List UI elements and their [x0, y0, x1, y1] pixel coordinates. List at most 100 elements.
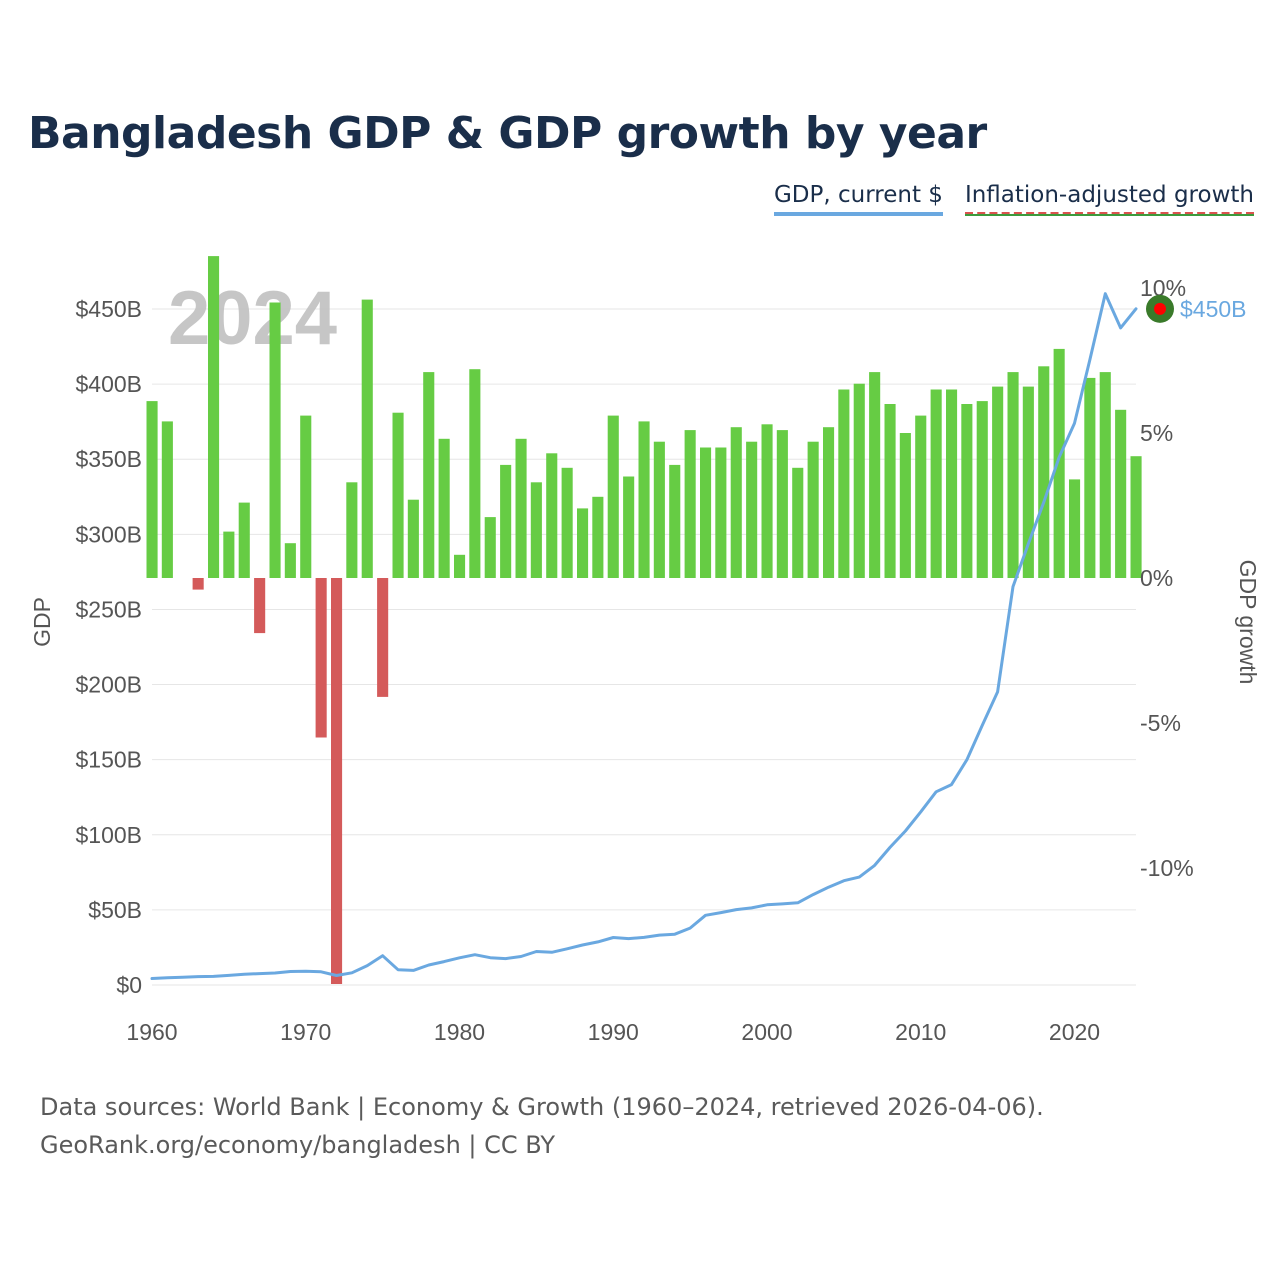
left-tick-label: $100B	[75, 822, 142, 848]
growth-bar	[715, 447, 727, 578]
growth-bars	[146, 256, 1142, 984]
y-axis-label-left: GDP	[29, 597, 55, 647]
gdp-line	[150, 292, 1138, 980]
chart-title: Bangladesh GDP & GDP growth by year	[28, 108, 987, 159]
source-link[interactable]: GeoRank.org/economy/bangladesh | CC BY	[40, 1131, 556, 1159]
right-tick-label: -10%	[1140, 855, 1194, 881]
growth-bar	[653, 441, 665, 578]
growth-bar	[1130, 456, 1142, 578]
growth-bar	[1038, 366, 1050, 578]
growth-bar	[761, 424, 773, 578]
legend-item-gdp[interactable]: GDP, current $	[773, 182, 943, 216]
growth-bar	[1069, 479, 1081, 578]
left-tick-label: $300B	[75, 521, 142, 547]
growth-bar	[792, 467, 804, 578]
growth-bar	[469, 369, 481, 578]
growth-bar	[500, 464, 512, 578]
growth-bar	[823, 427, 835, 578]
growth-bar	[669, 464, 681, 578]
growth-bar	[730, 427, 742, 578]
growth-bar	[746, 441, 758, 578]
growth-bar	[223, 531, 235, 578]
growth-bar	[992, 386, 1004, 578]
growth-bar	[946, 389, 958, 578]
x-tick-label: 2010	[895, 1019, 946, 1045]
growth-bar	[1099, 372, 1111, 578]
growth-bar	[407, 499, 419, 578]
right-axis: 10%5%0%-5%-10%	[1140, 275, 1194, 881]
growth-bar	[361, 299, 373, 578]
x-tick-label: 1970	[280, 1019, 331, 1045]
left-tick-label: $0	[116, 972, 142, 998]
source-line: Data sources: World Bank | Economy & Gro…	[40, 1093, 1044, 1121]
left-axis: $0 $50B $100B $150B $200B $250B $300B $350B $400…	[75, 296, 142, 998]
x-tick-label: 2020	[1049, 1019, 1100, 1045]
growth-bar	[838, 389, 850, 578]
growth-bar	[930, 389, 942, 578]
growth-bar	[869, 372, 881, 578]
growth-bar	[607, 415, 619, 578]
left-tick-label: $450B	[75, 296, 142, 322]
left-tick-label: $250B	[75, 596, 142, 622]
gridlines	[152, 308, 1136, 986]
growth-bar	[346, 482, 358, 578]
growth-bar	[254, 578, 266, 634]
right-tick-label: -5%	[1140, 710, 1181, 736]
growth-bar	[192, 578, 204, 590]
latest-value-label: $450B	[1180, 296, 1247, 322]
x-tick-label: 1960	[126, 1019, 177, 1045]
growth-bar	[1022, 386, 1034, 578]
x-tick-label: 1980	[434, 1019, 485, 1045]
growth-bar	[392, 412, 404, 578]
left-tick-label: $200B	[75, 672, 142, 698]
x-tick-label: 1990	[588, 1019, 639, 1045]
growth-bar	[454, 554, 466, 578]
growth-bar	[1053, 348, 1065, 578]
latest-point-dot	[1154, 302, 1166, 315]
growth-bar	[807, 441, 819, 578]
growth-bar	[776, 430, 788, 578]
growth-bar	[438, 438, 450, 578]
x-tick-label: 2000	[741, 1019, 792, 1045]
growth-bar	[146, 401, 158, 578]
left-tick-label: $150B	[75, 747, 142, 773]
growth-bar	[1084, 377, 1096, 578]
x-axis: 1960 1970 1980 1990 2000 2010 2020	[126, 1019, 1100, 1045]
growth-bar	[700, 447, 712, 578]
growth-bar	[899, 433, 911, 578]
growth-bar	[331, 578, 343, 984]
growth-bar	[961, 404, 973, 578]
growth-bar	[1007, 372, 1019, 578]
growth-bar	[638, 421, 650, 578]
growth-bar	[684, 430, 696, 578]
left-tick-label: $50B	[88, 897, 142, 923]
legend-item-growth[interactable]: Inflation-adjusted growth	[964, 182, 1255, 216]
growth-bar	[315, 578, 327, 738]
y-axis-label-right: GDP growth	[1235, 560, 1261, 685]
right-tick-label: 5%	[1140, 420, 1173, 446]
growth-bar	[484, 517, 496, 578]
growth-bar	[269, 302, 281, 578]
growth-bar	[853, 383, 865, 578]
growth-bar	[515, 438, 527, 578]
growth-bar	[577, 508, 589, 578]
growth-bar	[284, 543, 296, 578]
right-tick-label: 0%	[1140, 565, 1173, 591]
growth-bar	[377, 578, 389, 697]
growth-bar	[592, 496, 604, 578]
growth-bar	[238, 502, 250, 578]
growth-bar	[915, 415, 927, 578]
growth-bar	[976, 401, 988, 578]
source-note: Data sources: World Bank | Economy & Gro…	[40, 1088, 1044, 1164]
growth-bar	[546, 453, 558, 578]
growth-bar	[561, 467, 573, 578]
left-tick-label: $350B	[75, 446, 142, 472]
growth-bar	[208, 256, 220, 578]
growth-bar	[300, 415, 312, 578]
legend: GDP, current $ Inflation-adjusted growth	[773, 182, 1255, 216]
left-tick-label: $400B	[75, 371, 142, 397]
growth-bar	[423, 372, 435, 578]
growth-bar	[1115, 409, 1127, 578]
growth-bar	[161, 421, 173, 578]
